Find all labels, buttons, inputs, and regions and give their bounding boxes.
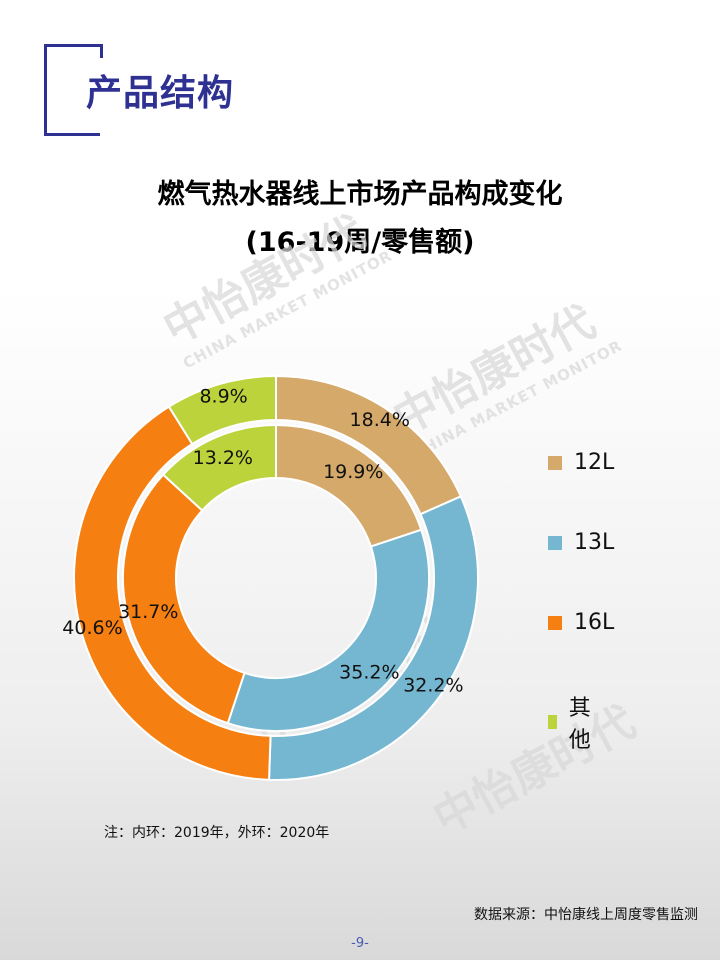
section-title: 产品结构	[82, 64, 239, 116]
legend-item-13L: 13L	[548, 530, 614, 555]
chart-title: 燃气热水器线上市场产品构成变化	[157, 179, 563, 210]
page-number: -9-	[351, 936, 369, 951]
donut-slice-inner-13L	[226, 528, 430, 732]
data-label-inner-16L: 31.7%	[118, 601, 178, 623]
data-label-inner-其他: 13.2%	[193, 447, 253, 469]
donut-slice-inner-其他	[161, 423, 277, 512]
chart-note: 注：内环：2019年，外环：2020年	[104, 825, 330, 841]
data-source: 数据来源：中怡康线上周度零售监测	[474, 907, 698, 923]
legend-item-16L: 16L	[548, 610, 614, 635]
legend-item-12L: 12L	[548, 450, 614, 475]
donut-slice-outer-其他	[167, 374, 277, 446]
chart-subtitle: (16-19周/零售额)	[245, 227, 475, 258]
data-label-inner-13L: 35.2%	[339, 661, 399, 683]
legend-swatch	[548, 535, 562, 550]
legend-swatch	[548, 455, 562, 470]
legend-label: 12L	[574, 450, 615, 475]
data-label-outer-13L: 32.2%	[403, 674, 463, 696]
data-label-outer-其他: 8.9%	[199, 385, 247, 407]
donut-slice-inner-16L	[122, 473, 246, 725]
data-label-outer-16L: 40.6%	[62, 617, 122, 639]
donut-slice-outer-16L	[73, 405, 272, 781]
section-title-frame	[44, 44, 103, 136]
legend-swatch	[548, 615, 562, 630]
legend-label: 16L	[574, 610, 615, 635]
legend-label: 其他	[568, 696, 591, 753]
data-label-outer-12L: 18.4%	[350, 409, 410, 431]
legend-item-其他: 其他	[548, 690, 596, 754]
legend-label: 13L	[574, 530, 615, 555]
legend-swatch	[548, 715, 557, 729]
data-label-inner-12L: 19.9%	[323, 461, 383, 483]
